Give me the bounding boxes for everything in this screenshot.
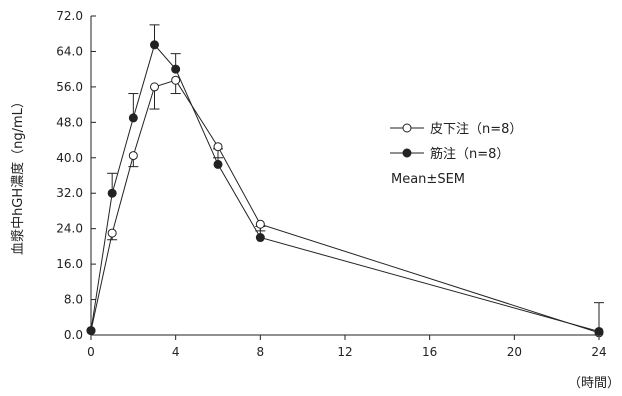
y-tick-label: 40.0	[56, 151, 83, 165]
y-tick-label: 64.0	[56, 44, 83, 58]
y-tick-label: 24.0	[56, 222, 83, 236]
y-tick-label: 8.0	[64, 293, 83, 307]
y-tick-label: 0.0	[64, 328, 83, 342]
legend-note: Mean±SEM	[391, 172, 465, 187]
y-tick-label: 56.0	[56, 80, 83, 94]
data-point-intramuscular	[86, 326, 96, 336]
legend-label-subcutaneous: 皮下注（n=8）	[430, 122, 522, 137]
y-axis-label: 血漿中hGH濃度（ng/mL）	[10, 95, 26, 255]
x-tick-label: 16	[422, 345, 437, 359]
data-point-subcutaneous	[213, 142, 223, 152]
x-tick-label: 0	[87, 345, 95, 359]
legend-marker-subcutaneous	[402, 123, 412, 133]
data-point-subcutaneous	[171, 75, 181, 85]
y-tick-label: 32.0	[56, 186, 83, 200]
data-point-intramuscular	[213, 159, 223, 169]
data-point-subcutaneous	[150, 82, 159, 92]
data-point-subcutaneous	[107, 228, 117, 238]
x-tick-label: 20	[507, 345, 522, 359]
data-point-subcutaneous	[255, 219, 265, 229]
y-tick-label: 48.0	[56, 115, 83, 129]
data-point-intramuscular	[128, 113, 138, 123]
y-tick-label: 72.0	[56, 9, 83, 23]
series-line-intramuscular	[90, 43, 600, 332]
legend-label-intramuscular: 筋注（n=8）	[430, 146, 509, 162]
x-tick-label: 12	[337, 345, 352, 359]
series-line-subcutaneous	[90, 79, 600, 334]
series-layer	[86, 24, 604, 338]
legend-marker-intramuscular	[402, 148, 412, 158]
x-tick-label: 24	[591, 345, 606, 359]
y-axis-ticks: 0.0 8.0 16.0 24.0 32.0 40.0 48.0 56.0 64.0 72.0	[56, 9, 96, 342]
data-point-intramuscular	[150, 40, 159, 50]
data-point-intramuscular	[255, 233, 265, 243]
data-point-intramuscular	[594, 326, 604, 336]
x-axis-label: （時間）	[568, 376, 620, 391]
data-point-intramuscular	[171, 64, 181, 74]
x-tick-label: 8	[257, 345, 265, 359]
y-tick-label: 16.0	[56, 257, 83, 271]
x-axis-ticks: 0 4 8 12 16 20 24	[87, 335, 607, 359]
legend: 皮下注（n=8） 筋注（n=8） Mean±SEM	[390, 122, 522, 187]
axes	[90, 16, 599, 336]
x-tick-label: 4	[172, 345, 180, 359]
data-point-subcutaneous	[128, 151, 138, 161]
data-point-intramuscular	[107, 188, 117, 198]
